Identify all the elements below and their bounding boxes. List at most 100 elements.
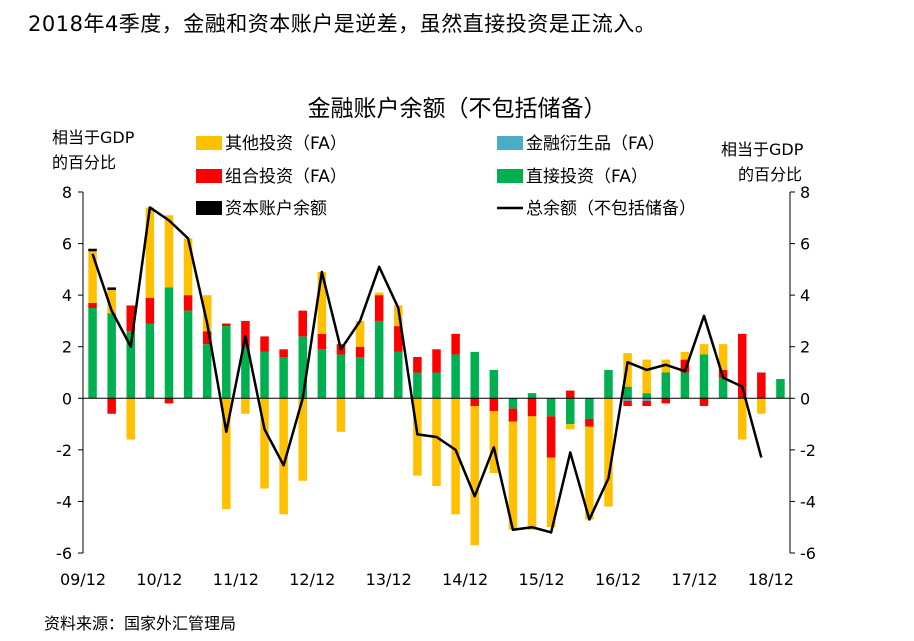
bar-portfolio (680, 359, 690, 373)
bar-other_investment (260, 398, 269, 489)
legend: 其他投资（FA） 金融衍生品（FA） 组合投资（FA） 直接投资（FA） 资本账户余额 总… (196, 134, 696, 219)
bar-other_investment (757, 398, 766, 414)
bar-portfolio (202, 331, 212, 345)
x-tick-label: 17/12 (671, 570, 717, 589)
bar-portfolio (585, 418, 594, 427)
bar-portfolio (183, 295, 193, 311)
bar-portfolio (279, 349, 288, 358)
bar-portfolio (470, 398, 479, 407)
bar-portfolio (566, 390, 575, 399)
bar-fdi (260, 351, 269, 399)
bar-other_investment (222, 398, 231, 510)
bar-fdi (298, 336, 307, 399)
bar-other_investment (279, 398, 288, 515)
legend-label-capital: 资本账户余额 (225, 199, 327, 219)
bar-other_investment (202, 295, 212, 332)
right-tick-label: -2 (800, 441, 816, 460)
total-balance-line (91, 206, 763, 534)
bar-other_investment (374, 292, 384, 296)
bar-other_investment (107, 289, 116, 314)
left-tick-label: 0 (62, 389, 72, 408)
bar-fdi (164, 287, 174, 399)
right-tick-label: -6 (800, 544, 816, 563)
x-tick-label: 16/12 (595, 570, 641, 589)
bar-fdi (776, 378, 785, 399)
chart-title: 金融账户余额（不包括储备） (308, 96, 607, 122)
bar-other_investment (546, 457, 556, 528)
x-tick-label: 10/12 (136, 570, 182, 589)
bar-portfolio (374, 295, 384, 321)
bar-capital (107, 287, 116, 290)
legend-swatch-derivatives (497, 136, 523, 150)
bar-fdi (126, 331, 136, 399)
bar-portfolio (527, 398, 537, 417)
bar-portfolio (164, 398, 174, 404)
bar-other_investment (699, 344, 709, 355)
bar-portfolio (623, 400, 632, 407)
left-tick-label: -2 (56, 441, 72, 460)
bar-fdi (317, 349, 327, 399)
legend-label-line: 总余额（不包括储备） (526, 199, 696, 219)
bar-fdi (432, 372, 441, 399)
bar-other_investment (470, 406, 479, 546)
bar-other_investment (355, 320, 365, 347)
bar-fdi (699, 354, 709, 399)
bar-portfolio (546, 416, 556, 458)
right-tick-label: 6 (800, 235, 810, 254)
bar-fdi (413, 372, 422, 399)
bar-other_investment (317, 271, 327, 334)
left-tick-label: -6 (56, 544, 72, 563)
bar-fdi (508, 398, 518, 409)
bar-other_investment (508, 421, 518, 530)
bar-other_investment (566, 424, 575, 430)
bar-other_investment (527, 416, 537, 530)
legend-swatch-portfolio (196, 169, 222, 183)
bar-fdi (718, 377, 728, 399)
left-tick-label: 8 (62, 183, 72, 202)
headline: 2018年4季度，金融和资本账户是逆差，虽然直接投资是正流入。 (28, 12, 657, 36)
right-tick-label: 0 (800, 389, 810, 408)
bar-fdi (394, 351, 403, 399)
bar-other_investment (126, 398, 136, 440)
bar-fdi (222, 326, 231, 399)
legend-swatch-fdi (497, 169, 523, 183)
left-axis-label-line1: 相当于GDP (52, 128, 135, 147)
x-tick-label: 18/12 (748, 570, 794, 589)
bar-fdi (604, 369, 613, 399)
bar-capital (88, 248, 97, 252)
bar-portfolio (126, 305, 136, 332)
legend-label-portfolio: 组合投资（FA） (225, 167, 347, 187)
bar-fdi (661, 372, 671, 399)
bar-fdi (623, 386, 632, 399)
bar-portfolio (394, 326, 403, 352)
bar-other_investment (432, 398, 441, 486)
bar-other_investment (718, 344, 728, 370)
right-tick-label: 2 (800, 338, 810, 357)
bar-other_investment (642, 359, 651, 394)
right-tick-label: 4 (800, 286, 810, 305)
bar-fdi (374, 320, 384, 399)
bar-fdi (279, 357, 288, 399)
legend-label-derivatives: 金融衍生品（FA） (526, 134, 665, 154)
bar-fdi (241, 346, 250, 399)
bar-fdi (336, 354, 346, 399)
bar-portfolio (757, 372, 766, 399)
bar-fdi (585, 398, 594, 419)
x-tick-label: 11/12 (213, 570, 259, 589)
right-tick-label: 8 (800, 183, 810, 202)
bar-portfolio (355, 346, 365, 358)
bar-portfolio (260, 336, 269, 352)
bar-fdi (145, 323, 155, 399)
left-tick-label: -4 (56, 492, 72, 511)
bar-fdi (566, 398, 575, 425)
bar-other_investment (298, 398, 307, 481)
bar-derivatives (642, 398, 651, 401)
bar-other_investment (336, 398, 346, 432)
bar-fdi (489, 369, 499, 399)
bar-portfolio (699, 398, 709, 407)
bar-portfolio (222, 323, 231, 327)
plot-area: 8 8 6 6 4 4 2 2 0 0 -2 -2 -4 -4 -6 -6 09/12 10/12 11/12 12/… (56, 183, 816, 589)
right-tick-label: -4 (800, 492, 816, 511)
bar-other_investment (88, 251, 97, 303)
